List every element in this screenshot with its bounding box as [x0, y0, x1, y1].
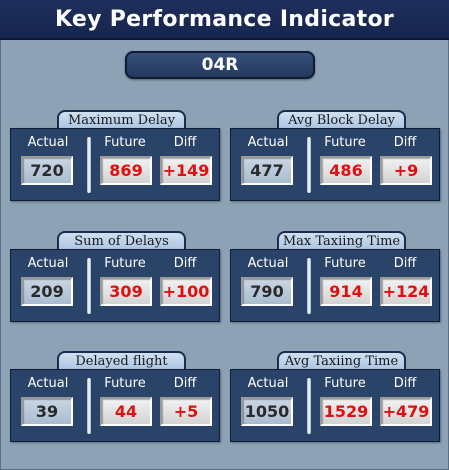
actual-value: 1050 [241, 397, 293, 426]
diff-label: Diff [393, 376, 417, 391]
diff-label: Diff [173, 256, 197, 271]
diff-label: Diff [393, 256, 417, 271]
future-label: Future [324, 135, 366, 150]
future-value: 1529 [320, 397, 372, 426]
divider [307, 137, 311, 193]
kpi-title-avg-block-delay: Avg Block Delay [277, 110, 406, 130]
divider [87, 137, 91, 193]
diff-value: +5 [160, 397, 212, 426]
divider [307, 378, 311, 434]
actual-label: Actual [247, 376, 289, 391]
actual-value: 720 [21, 156, 73, 185]
kpi-panel-sum-of-delays: Actual Future Diff 209 309 +100 [10, 249, 220, 322]
kpi-panel-maximum-delay: Actual Future Diff 720 869 +149 [10, 128, 220, 201]
kpi-panel-avg-taxiing-time: Actual Future Diff 1050 1529 +479 [230, 369, 440, 442]
future-label: Future [104, 256, 146, 271]
kpi-title-avg-taxiing-time: Avg Taxiing Time [277, 351, 406, 371]
kpi-title-maximum-delay: Maximum Delay [57, 110, 186, 130]
actual-label: Actual [27, 376, 69, 391]
kpi-title-sum-of-delays: Sum of Delays [57, 231, 186, 251]
kpi-title-delayed-flight: Delayed flight [57, 351, 186, 371]
divider [87, 258, 91, 314]
runway-selector[interactable]: 04R [125, 51, 315, 79]
future-label: Future [324, 376, 366, 391]
diff-value: +9 [380, 156, 432, 185]
actual-value: 209 [21, 277, 73, 306]
future-value: 44 [100, 397, 152, 426]
future-label: Future [104, 376, 146, 391]
future-label: Future [104, 135, 146, 150]
actual-label: Actual [247, 256, 289, 271]
diff-value: +124 [380, 277, 432, 306]
actual-label: Actual [27, 256, 69, 271]
future-value: 869 [100, 156, 152, 185]
future-value: 309 [100, 277, 152, 306]
actual-value: 790 [241, 277, 293, 306]
diff-label: Diff [393, 135, 417, 150]
diff-label: Diff [173, 135, 197, 150]
diff-value: +479 [380, 397, 432, 426]
future-value: 486 [320, 156, 372, 185]
kpi-panel-delayed-flight: Actual Future Diff 39 44 +5 [10, 369, 220, 442]
diff-value: +100 [160, 277, 212, 306]
actual-value: 39 [21, 397, 73, 426]
diff-value: +149 [160, 156, 212, 185]
divider [87, 378, 91, 434]
page-title: Key Performance Indicator [0, 0, 449, 40]
future-value: 914 [320, 277, 372, 306]
kpi-panel-max-taxiing-time: Actual Future Diff 790 914 +124 [230, 249, 440, 322]
actual-value: 477 [241, 156, 293, 185]
kpi-panel-avg-block-delay: Actual Future Diff 477 486 +9 [230, 128, 440, 201]
divider [307, 258, 311, 314]
kpi-title-max-taxiing-time: Max Taxiing Time [277, 231, 406, 251]
actual-label: Actual [27, 135, 69, 150]
actual-label: Actual [247, 135, 289, 150]
future-label: Future [324, 256, 366, 271]
diff-label: Diff [173, 376, 197, 391]
